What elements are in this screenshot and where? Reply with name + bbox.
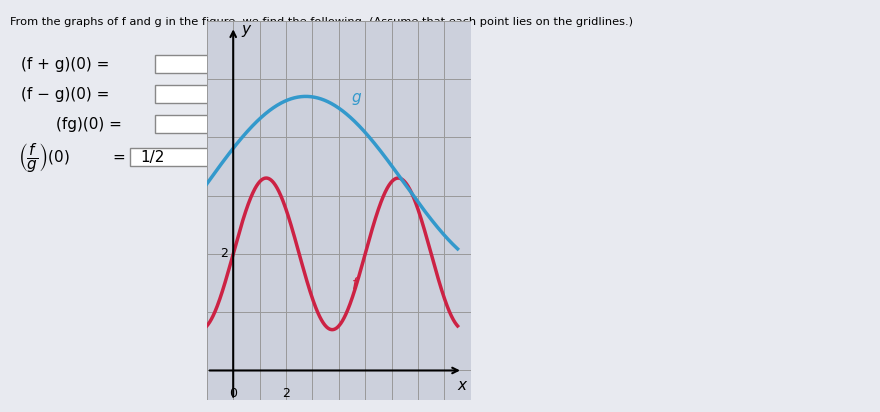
Text: f: f bbox=[352, 277, 357, 292]
Text: (f − g)(0) =: (f − g)(0) = bbox=[21, 87, 110, 101]
FancyBboxPatch shape bbox=[155, 115, 330, 133]
Text: X: X bbox=[342, 84, 357, 103]
Text: X: X bbox=[342, 54, 357, 73]
FancyBboxPatch shape bbox=[155, 85, 330, 103]
Text: From the graphs of f and g in the figure, we find the following. (Assume that ea: From the graphs of f and g in the figure… bbox=[10, 17, 633, 27]
Text: x: x bbox=[458, 377, 466, 393]
Text: 0: 0 bbox=[229, 387, 238, 400]
Text: 1/2: 1/2 bbox=[140, 150, 165, 164]
FancyBboxPatch shape bbox=[155, 55, 330, 73]
Text: 2: 2 bbox=[220, 247, 228, 260]
Text: (fg)(0) =: (fg)(0) = bbox=[56, 117, 122, 131]
Text: $\left(\dfrac{f}{g}\right)(0)$: $\left(\dfrac{f}{g}\right)(0)$ bbox=[18, 140, 70, 173]
Text: =: = bbox=[112, 150, 125, 164]
Text: ✓: ✓ bbox=[341, 147, 358, 166]
Text: 2: 2 bbox=[282, 387, 290, 400]
Text: y: y bbox=[241, 22, 250, 37]
FancyBboxPatch shape bbox=[130, 148, 305, 166]
Text: X: X bbox=[342, 115, 357, 133]
Text: g: g bbox=[352, 90, 362, 105]
Text: (f + g)(0) =: (f + g)(0) = bbox=[21, 56, 110, 72]
